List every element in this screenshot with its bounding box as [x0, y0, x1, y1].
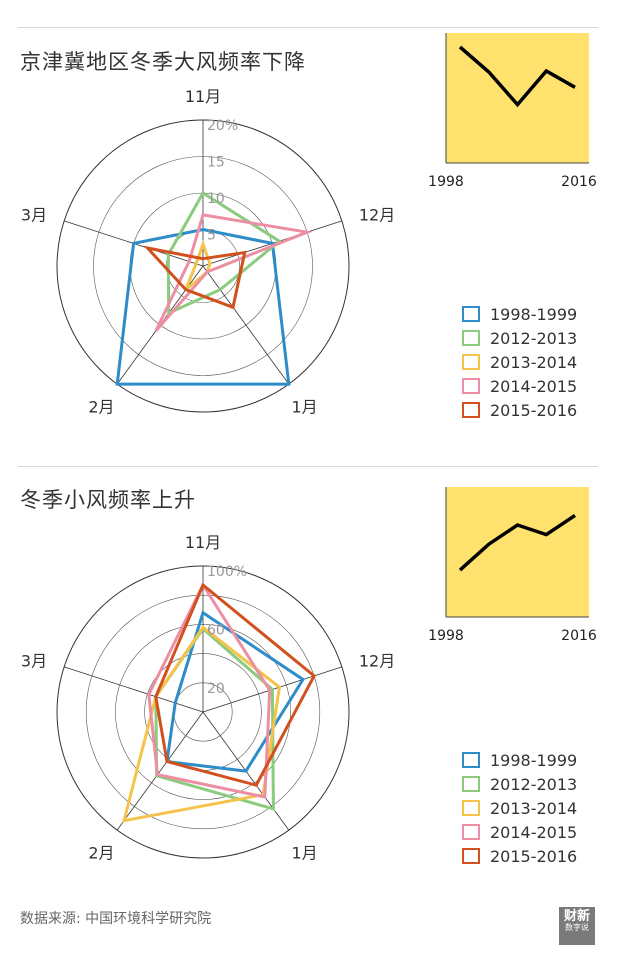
chart-2-series-2015-2016 [154, 582, 317, 787]
chart-1-title: 京津冀地区冬季大风频率下降 [20, 50, 306, 74]
chart-1-tick-label: 10 [207, 191, 225, 207]
chart-2-inset-x-start: 1998 [428, 628, 464, 644]
chart-2-legend-swatch [462, 800, 480, 816]
chart-1-legend-label: 2013-2014 [490, 353, 577, 372]
chart-1-axis-label: 11月 [185, 87, 221, 106]
chart-2-legend-label: 2013-2014 [490, 799, 577, 818]
chart-2-legend-swatch [462, 824, 480, 840]
chart-1-series-2014-2015 [154, 213, 313, 332]
chart-1-series-2015-2016 [143, 245, 247, 310]
chart-1-legend-label: 2012-2013 [490, 329, 577, 348]
chart-1-tick-label: 20% [207, 118, 238, 134]
chart-1-series-2013-2014 [184, 239, 212, 291]
chart-1-series-1998-1999 [115, 227, 291, 386]
chart-1-series-2012-2013 [166, 190, 282, 316]
chart-2-legend-swatch [462, 776, 480, 792]
middle-divider [18, 466, 598, 467]
chart-1-inset-x-start: 1998 [428, 174, 464, 190]
chart-1-legend-swatch [462, 402, 480, 418]
top-divider [18, 27, 598, 28]
chart-2-radar-spoke [64, 666, 204, 713]
chart-2-axis-label: 1月 [291, 843, 317, 862]
chart-2-legend-label: 2015-2016 [490, 847, 577, 866]
chart-1-inset-x-end: 2016 [561, 174, 597, 190]
chart-2-inset-background [446, 487, 589, 617]
chart-1-legend-label: 2014-2015 [490, 377, 577, 396]
data-source: 数据来源: 中国环境科学研究院 [20, 911, 212, 927]
caixin-logo: 财新 数字说 [559, 907, 595, 945]
chart-1-tick-label: 5 [207, 228, 216, 244]
chart-2-axis-label: 11月 [185, 533, 221, 552]
chart-2-axis-label: 12月 [359, 652, 395, 671]
chart-2-tick-label: 20 [207, 681, 225, 697]
chart-1-tick-label: 15 [207, 155, 225, 171]
logo-bottom-text: 数字说 [565, 922, 589, 932]
logo-top-text: 财新 [563, 909, 590, 924]
chart-2-inset-trend-line [458, 513, 576, 572]
chart-2-series-2013-2014 [121, 625, 282, 823]
chart-1-legend-label: 2015-2016 [490, 401, 577, 420]
chart-1-legend-swatch [462, 306, 480, 322]
chart-1-axis-label: 3月 [21, 206, 47, 225]
chart-1-radar-spoke [202, 265, 290, 385]
chart-1-axis-label: 2月 [88, 397, 114, 416]
chart-1-legend-swatch [462, 354, 480, 370]
chart-2-axis-label: 2月 [88, 843, 114, 862]
chart-1-axis-label: 1月 [291, 397, 317, 416]
chart-2-legend-label: 1998-1999 [490, 751, 577, 770]
chart-2-inset-x-end: 2016 [561, 628, 597, 644]
chart-1-legend-swatch [462, 330, 480, 346]
chart-1-legend-label: 1998-1999 [490, 305, 577, 324]
chart-2-title: 冬季小风频率上升 [20, 488, 196, 512]
chart-1-inset-trend-line [458, 45, 576, 108]
chart-2-axis-label: 3月 [21, 652, 47, 671]
chart-2-legend-swatch [462, 752, 480, 768]
chart-2-series-2014-2015 [147, 581, 272, 799]
chart-2-legend-swatch [462, 848, 480, 864]
chart-2-radar-spoke [116, 711, 204, 831]
chart-2-legend-label: 2012-2013 [490, 775, 577, 794]
chart-1-legend-swatch [462, 378, 480, 394]
chart-1-axis-label: 12月 [359, 206, 395, 225]
chart-2-legend-label: 2014-2015 [490, 823, 577, 842]
chart-2-tick-label: 60 [207, 622, 225, 638]
chart-2-series-1998-1999 [165, 610, 306, 773]
chart-2-tick-label: 100% [207, 564, 247, 580]
